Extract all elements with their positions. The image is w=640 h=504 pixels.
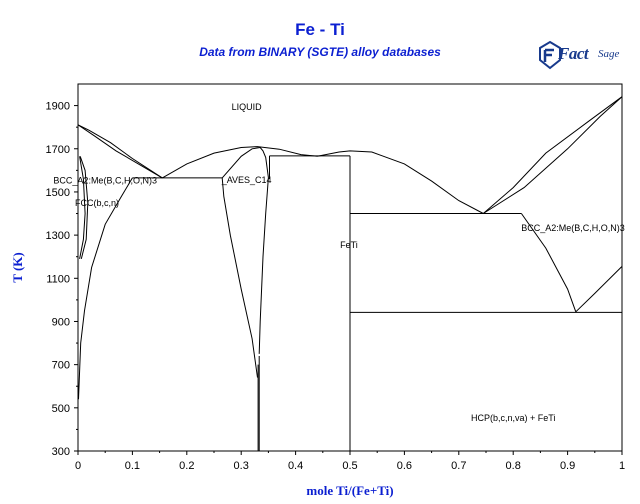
y-tick-label: 1900: [46, 101, 70, 113]
phase-label: _AVES_C14: [221, 175, 272, 185]
x-tick-label: 0.3: [234, 460, 249, 472]
x-tick-label: 0.1: [125, 460, 140, 472]
factsage-logo: Fact Sage: [538, 40, 622, 74]
x-tick-label: 0.5: [342, 460, 357, 472]
y-axis: 300 500 700 900 1100 1300 1500 1700 1900: [46, 101, 78, 458]
x-tick-label: 0.8: [506, 460, 521, 472]
y-tick-label: 1500: [46, 187, 70, 199]
x-tick-label: 1: [619, 460, 625, 472]
x-tick-label: 0.4: [288, 460, 303, 472]
chart-subtitle: Data from BINARY (SGTE) alloy databases: [199, 45, 441, 59]
phase-labels: LIQUID BCC_A2:Me(B,C,H,O,N)3 FCC(b,c,n) _AV…: [53, 102, 624, 423]
y-tick-label: 1100: [46, 273, 70, 285]
phase-boundary-15: [258, 177, 269, 354]
phase-label: LIQUID: [232, 102, 263, 112]
phase-boundary-13: [259, 147, 269, 178]
x-axis-label: mole Ti/(Fe+Ti): [306, 483, 393, 498]
phase-boundary-14: [221, 177, 258, 378]
phase-boundary-22: [79, 156, 86, 259]
phase-boundary-3: [317, 150, 484, 214]
phase-boundary-12: [221, 147, 261, 179]
logo-text-sage: Sage: [598, 48, 620, 60]
phase-boundary-0: [77, 124, 163, 179]
y-tick-label: 700: [52, 360, 70, 372]
logo-text-fact: Fact: [558, 44, 589, 63]
phase-boundary-23: [79, 156, 89, 260]
phase-boundary-2: [162, 146, 318, 179]
phase-boundary-6: [520, 213, 577, 312]
x-tick-label: 0.9: [560, 460, 575, 472]
y-tick-label: 500: [52, 403, 70, 415]
x-axis: 0 0.1 0.2 0.3 0.4 0.5 0.6 0.7 0.8 0.9 1: [75, 451, 625, 472]
y-axis-label: T (K): [10, 252, 25, 282]
phase-boundary-1: [77, 124, 163, 179]
phase-label: FeTi: [340, 240, 358, 250]
phase-boundary-20: [78, 177, 133, 400]
phase-label: BCC_A2:Me(B,C,H,O,N)3: [53, 176, 157, 186]
phase-label: FCC(b,c,n): [75, 198, 119, 208]
x-tick-label: 0.6: [397, 460, 412, 472]
phase-boundary-7: [575, 266, 623, 313]
phase-boundary-4: [482, 96, 623, 214]
factsage-logo-mark-icon: [539, 40, 561, 70]
y-tick-label: 900: [52, 316, 70, 328]
phase-label: HCP(b,c,n,va) + FeTi: [471, 413, 555, 423]
x-tick-label: 0.7: [451, 460, 466, 472]
phase-boundaries: [77, 96, 623, 451]
x-tick-label: 0: [75, 460, 81, 472]
phase-label: BCC_A2:Me(B,C,H,O,N)3: [521, 223, 625, 233]
x-tick-label: 0.2: [179, 460, 194, 472]
chart-title: Fe - Ti: [295, 20, 345, 39]
phase-boundary-5: [483, 96, 623, 214]
y-tick-label: 1700: [46, 144, 70, 156]
y-tick-label: 1300: [46, 230, 70, 242]
y-tick-label: 300: [52, 446, 70, 458]
